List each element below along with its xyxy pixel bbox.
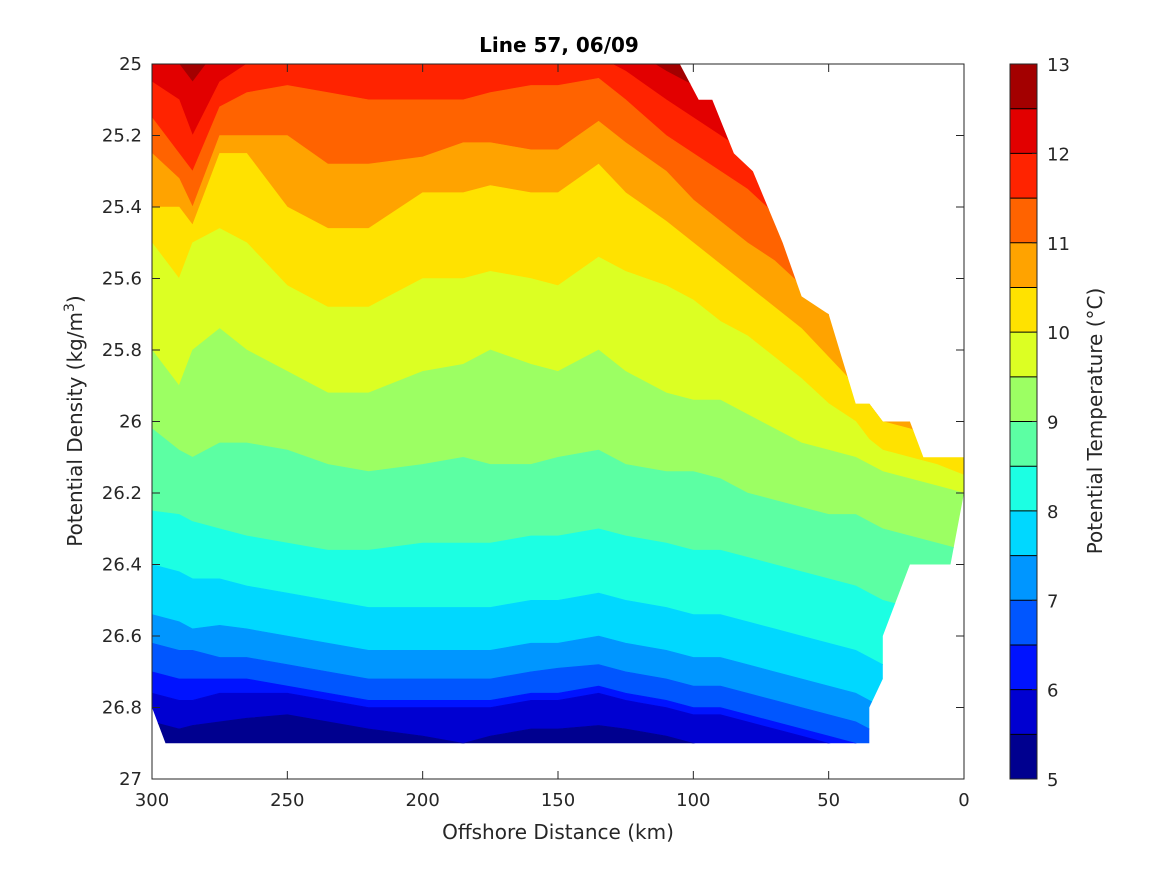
x-axis-ticks: 300 250 200 150 100 50 0 [135, 64, 970, 811]
colorbar-label: Potential Temperature (°C) [1083, 288, 1107, 555]
y-axis-label-superscript: 3 [62, 303, 78, 312]
x-axis-label: Offshore Distance (km) [442, 820, 674, 844]
y-axis-label-main: Potential Density (kg/m [63, 312, 87, 547]
x-tick-label: 50 [817, 790, 840, 811]
colorbar-swatch [1009, 331, 1038, 378]
colorbar-swatch [1009, 287, 1038, 333]
colorbar-ticks: 5 6 7 8 9 10 11 12 13 [1032, 55, 1070, 791]
y-tick-label: 25.2 [102, 126, 142, 147]
colorbar-swatch [1009, 197, 1038, 243]
colorbar-tick-label: 7 [1047, 591, 1058, 612]
colorbar-tick-label: 5 [1047, 770, 1058, 791]
y-tick-label: 27 [119, 769, 142, 790]
colorbar-tick-label: 11 [1047, 234, 1070, 255]
colorbar-swatch [1009, 600, 1038, 646]
x-tick-label: 250 [270, 790, 304, 811]
colorbar-swatch [1009, 734, 1038, 780]
colorbar-swatch [1009, 421, 1038, 467]
colorbar-tick-label: 9 [1047, 413, 1058, 434]
y-tick-label: 25 [119, 54, 142, 75]
y-axis-ticks: 25 25.2 25.4 25.6 25.8 26 26.2 26.4 26.6 26.8 27 [102, 54, 964, 790]
x-tick-label: 300 [135, 790, 169, 811]
plot-area: 300 250 200 150 100 50 0 2525.225.425.625.8262… [102, 54, 970, 811]
y-tick-label: 26.2 [102, 483, 142, 504]
colorbar-swatch [1009, 644, 1038, 690]
y-axis-label: Potential Density (kg/m3) [62, 295, 87, 546]
colorbar-tick-label: 12 [1047, 144, 1070, 165]
colorbar-swatch [1009, 63, 1038, 109]
colorbar-tick-label: 8 [1047, 502, 1058, 523]
x-tick-label: 0 [958, 790, 969, 811]
y-tick-label: 26.4 [102, 555, 142, 576]
colorbar-swatch [1009, 465, 1038, 512]
y-tick-label: 25.4 [102, 197, 142, 218]
x-tick-label: 200 [405, 790, 439, 811]
colorbar-swatch [1009, 242, 1038, 288]
colorbar-tick-label: 10 [1047, 323, 1070, 344]
chart-title: Line 57, 06/09 [479, 33, 639, 57]
y-tick-label: 25.8 [102, 340, 142, 361]
colorbar: 5 6 7 8 9 10 11 12 13 Potential Temperature (°C) [1009, 55, 1107, 791]
colorbar-swatch [1009, 153, 1038, 199]
colorbar-swatch [1009, 376, 1038, 422]
y-axis-label-close: ) [63, 295, 87, 303]
colorbar-tick-label: 13 [1047, 55, 1070, 76]
x-tick-label: 100 [676, 790, 710, 811]
y-tick-label: 26 [119, 412, 142, 433]
colorbar-swatch [1009, 689, 1038, 735]
contour-band [152, 714, 964, 744]
colorbar-swatch [1009, 108, 1038, 154]
y-tick-label: 25.6 [102, 269, 142, 290]
y-tick-label: 26.8 [102, 698, 142, 719]
colorbar-swatch [1009, 510, 1038, 556]
colorbar-tick-label: 6 [1047, 681, 1058, 702]
x-tick-label: 150 [541, 790, 575, 811]
contour-band [152, 64, 964, 394]
colorbar-swatches [1009, 63, 1038, 780]
colorbar-swatch [1009, 555, 1038, 601]
y-tick-label: 26.6 [102, 626, 142, 647]
